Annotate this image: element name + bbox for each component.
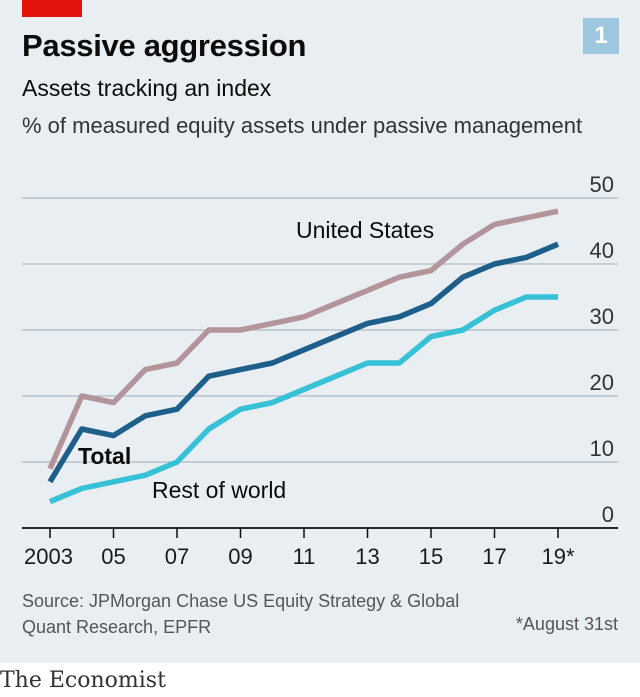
y-tick-label: 50 bbox=[590, 172, 614, 197]
chart-title: Passive aggression bbox=[22, 28, 307, 63]
series-label-rest-of-world: Rest of world bbox=[152, 477, 286, 503]
x-tick-label: 07 bbox=[165, 544, 189, 569]
y-tick-label: 0 bbox=[602, 502, 614, 527]
series-line-rest-of-world bbox=[48, 294, 558, 505]
x-tick-label: 19* bbox=[541, 544, 574, 569]
x-tick-label: 09 bbox=[228, 544, 252, 569]
y-tick-label: 20 bbox=[590, 370, 614, 395]
y-tick-label: 40 bbox=[590, 238, 614, 263]
x-tick-label: 15 bbox=[419, 544, 443, 569]
source-note: Source: JPMorgan Chase US Equity Strateg… bbox=[22, 591, 460, 637]
y-tick-label: 10 bbox=[590, 436, 614, 461]
series-label-united-states: United States bbox=[296, 217, 434, 243]
x-tick-label: 05 bbox=[101, 544, 125, 569]
x-tick-label: 2003 bbox=[24, 544, 73, 569]
chart-subtitle: Assets tracking an index bbox=[22, 75, 272, 101]
x-tick-label: 17 bbox=[482, 544, 506, 569]
chart-panel bbox=[0, 0, 640, 663]
x-tick-label: 11 bbox=[293, 544, 316, 569]
series-line-total bbox=[47, 241, 560, 484]
series-line-united-states bbox=[47, 208, 559, 470]
line-chart: 0 10 20 30 40 50 2003 05 07 09 11 13 15 17 19* United S… bbox=[22, 172, 618, 569]
brand-logo-text: The Economist bbox=[0, 668, 166, 693]
x-tick-label: 13 bbox=[355, 544, 379, 569]
y-tick-label: 30 bbox=[590, 304, 614, 329]
units-label: % of measured equity assets under passiv… bbox=[22, 113, 583, 138]
chart-number-badge: 1 bbox=[583, 18, 619, 54]
footnote: *August 31st bbox=[515, 614, 618, 634]
series-label-total: Total bbox=[78, 443, 131, 469]
red-accent-tag bbox=[22, 0, 82, 17]
